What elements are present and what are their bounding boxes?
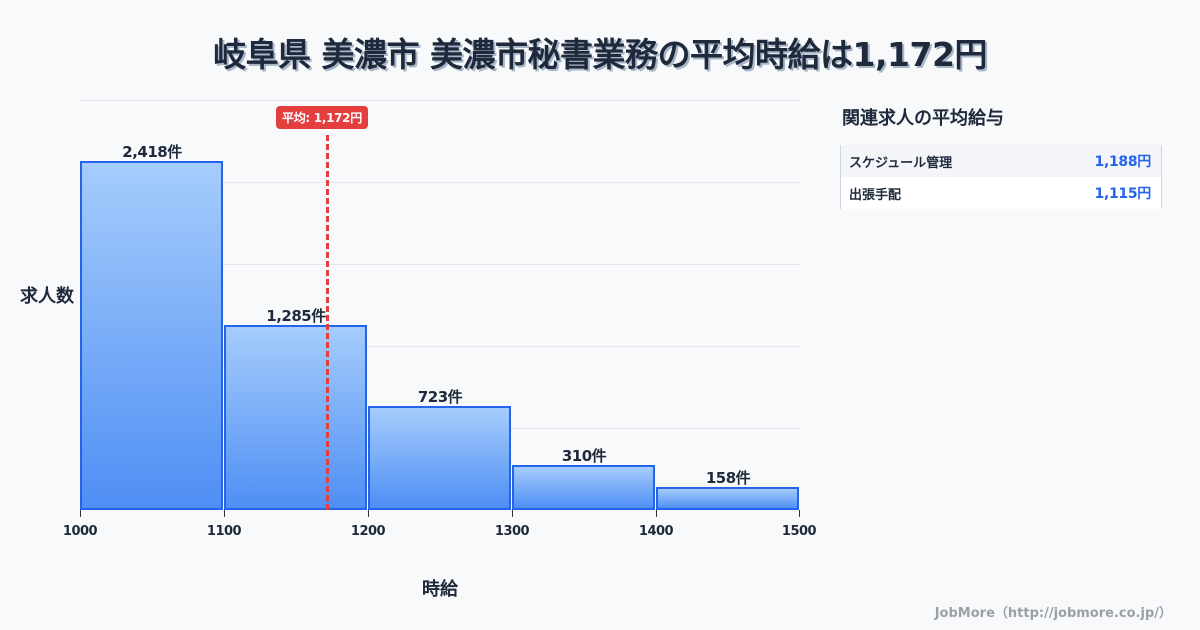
- x-tick-label: 1300: [494, 524, 530, 539]
- histogram-bar[interactable]: [656, 487, 799, 510]
- bar-value-label: 723件: [417, 388, 463, 406]
- histogram-bar[interactable]: [80, 161, 223, 510]
- x-tick-label: 1200: [350, 524, 386, 539]
- gridline: [80, 182, 800, 183]
- x-tick: [656, 510, 657, 517]
- x-tick: [368, 510, 369, 517]
- bar-value-label: 158件: [705, 469, 751, 487]
- x-tick-label: 1400: [638, 524, 674, 539]
- x-tick: [799, 510, 800, 517]
- bar-value-label: 1,285件: [266, 307, 326, 325]
- gridline: [80, 346, 800, 347]
- histogram-bar[interactable]: [368, 406, 511, 510]
- related-job-name: 出張手配: [849, 187, 902, 203]
- x-tick-label: 1000: [62, 524, 98, 539]
- gridline: [80, 100, 800, 101]
- related-job-row[interactable]: スケジュール管理 1,188円: [841, 145, 1161, 177]
- bar-value-label: 2,418件: [122, 143, 182, 161]
- source-credit: JobMore（http://jobmore.co.jp/）: [934, 606, 1172, 621]
- bar-value-label: 310件: [561, 447, 607, 465]
- x-tick: [512, 510, 513, 517]
- related-jobs-list: スケジュール管理 1,188円 出張手配 1,115円: [840, 145, 1162, 209]
- x-axis-label: 時給: [422, 579, 458, 600]
- histogram-plot: 2,418件 1,285件 723件 310件 158件 平均: 1,172円 …: [63, 100, 817, 539]
- y-axis-label: 求人数: [20, 286, 74, 307]
- histogram-bar[interactable]: [224, 325, 367, 510]
- average-badge: 平均: 1,172円: [276, 106, 368, 129]
- histogram-bar[interactable]: [512, 465, 655, 510]
- x-tick-label: 1500: [781, 524, 817, 539]
- related-jobs-title: 関連求人の平均給与: [842, 108, 1004, 129]
- related-job-salary: 1,188円: [1094, 154, 1152, 170]
- gridline: [80, 264, 800, 265]
- related-job-row[interactable]: 出張手配 1,115円: [841, 177, 1161, 209]
- x-tick-label: 1100: [206, 524, 242, 539]
- page-title: 岐阜県 美濃市 美濃市秘書業務の平均時給は1,172円: [213, 35, 987, 74]
- related-job-salary: 1,115円: [1094, 186, 1152, 202]
- x-tick: [224, 510, 225, 517]
- average-line: [326, 135, 329, 510]
- related-job-name: スケジュール管理: [849, 155, 953, 171]
- x-tick: [80, 510, 81, 517]
